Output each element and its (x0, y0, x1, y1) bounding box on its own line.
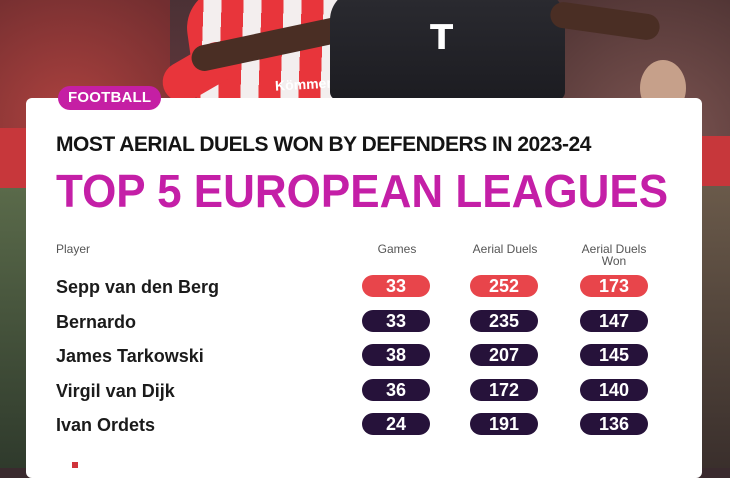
games-pill: 38 (362, 344, 430, 366)
aerial-duels-pill: 207 (470, 344, 538, 366)
column-header-aerial-duels-won: Aerial Duels Won (581, 242, 647, 268)
chart-subtitle: TOP 5 EUROPEAN LEAGUES (56, 166, 669, 218)
category-badge[interactable]: FOOTBALL (58, 86, 162, 110)
column-header-games: Games (377, 242, 417, 256)
table-row: Virgil van Dijk 36 172 140 (0, 378, 730, 403)
sponsor-logo: T (430, 18, 454, 58)
player-name: Virgil van Dijk (56, 380, 175, 401)
games-pill: 24 (362, 413, 430, 435)
table-row: Ivan Ordets 24 191 136 (0, 413, 730, 437)
aerial-duels-won-pill: 145 (580, 344, 648, 366)
shirt-sponsor-text: Kömmerı (274, 74, 337, 94)
ad-board-right (700, 136, 730, 186)
player-name: Bernardo (56, 311, 137, 332)
aerial-duels-won-pill: 173 (580, 275, 648, 297)
games-pill: 36 (362, 378, 430, 401)
aerial-duels-pill: 235 (470, 309, 538, 332)
player-name: Ivan Ordets (56, 415, 156, 435)
column-header-player: Player (56, 242, 91, 256)
games-pill: 33 (362, 275, 430, 297)
player-name: Sepp van den Berg (56, 277, 220, 297)
player-name: James Tarkowski (56, 346, 204, 366)
aerial-duels-won-pill: 147 (580, 309, 648, 332)
aerial-duels-pill: 191 (470, 413, 538, 435)
footer-accent-mark (72, 462, 78, 468)
aerial-duels-won-pill: 136 (580, 413, 648, 435)
aerial-duels-pill: 172 (470, 378, 538, 401)
chart-title: MOST AERIAL DUELS WON BY DEFENDERS IN 20… (56, 133, 591, 156)
player-dark-shirt (330, 0, 565, 100)
games-pill: 33 (362, 309, 430, 332)
aerial-duels-won-pill: 140 (580, 378, 648, 401)
column-header-aerial-duels: Aerial Duels (472, 242, 538, 256)
table-row: James Tarkowski 38 207 145 (0, 344, 730, 368)
pitch-right (700, 186, 730, 468)
table-row: Sepp van den Berg 33 252 173 (0, 275, 730, 299)
table-row: Bernardo 33 235 147 (0, 309, 730, 334)
aerial-duels-pill: 252 (470, 275, 538, 297)
